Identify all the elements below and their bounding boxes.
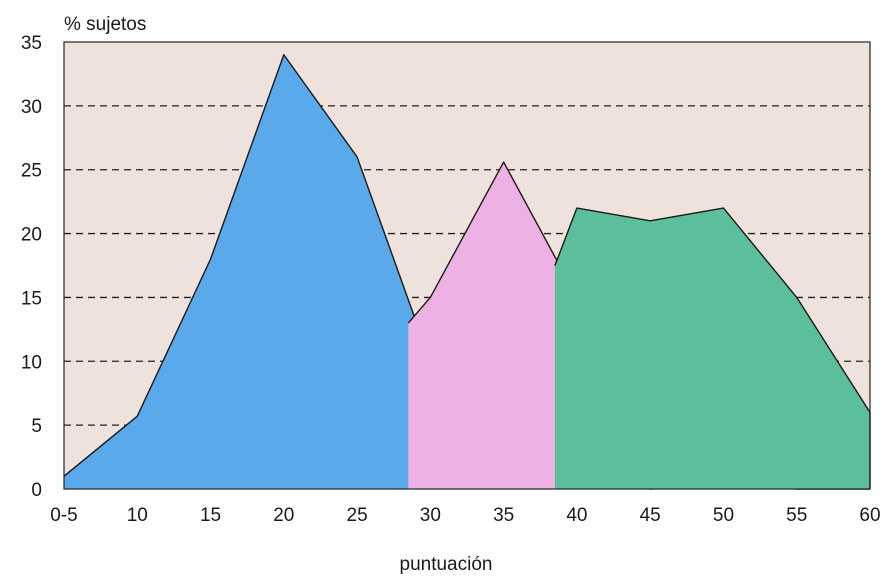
x-tick-label-25: 25 (347, 505, 368, 526)
x-axis-label: puntuación (400, 554, 493, 575)
area-series-1-fill (64, 54, 870, 490)
y-tick-label-15: 15 (21, 288, 42, 309)
x-tick-label-45: 45 (640, 505, 661, 526)
y-tick-label-10: 10 (21, 352, 42, 373)
x-tick-label-0-5: 0-5 (50, 505, 77, 526)
y-tick-labels: 0 5 10 15 20 25 30 35 (21, 33, 42, 501)
x-tick-label-35: 35 (493, 505, 514, 526)
plot-frame (63, 41, 871, 490)
area-series-3-fill (554, 208, 870, 489)
x-tick-label-60: 60 (859, 505, 880, 526)
y-tick-label-20: 20 (21, 225, 42, 246)
x-tick-labels: 0-5 10 15 20 25 30 35 40 45 50 55 60 (50, 505, 880, 526)
x-tick-label-30: 30 (420, 505, 441, 526)
y-tick-label-35: 35 (21, 33, 42, 54)
x-tick-label-40: 40 (566, 505, 587, 526)
x-tick-label-15: 15 (200, 505, 221, 526)
y-tick-label-30: 30 (21, 97, 42, 118)
x-tick-label-55: 55 (786, 505, 807, 526)
y-tick-label-5: 5 (31, 416, 42, 437)
y-tick-label-0: 0 (31, 480, 42, 501)
x-tick-label-20: 20 (273, 505, 294, 526)
x-tick-label-50: 50 (713, 505, 734, 526)
area-series (63, 54, 871, 490)
y-axis-label: % sujetos (64, 14, 146, 35)
y-tick-label-25: 25 (21, 161, 42, 182)
x-tick-label-10: 10 (127, 505, 148, 526)
